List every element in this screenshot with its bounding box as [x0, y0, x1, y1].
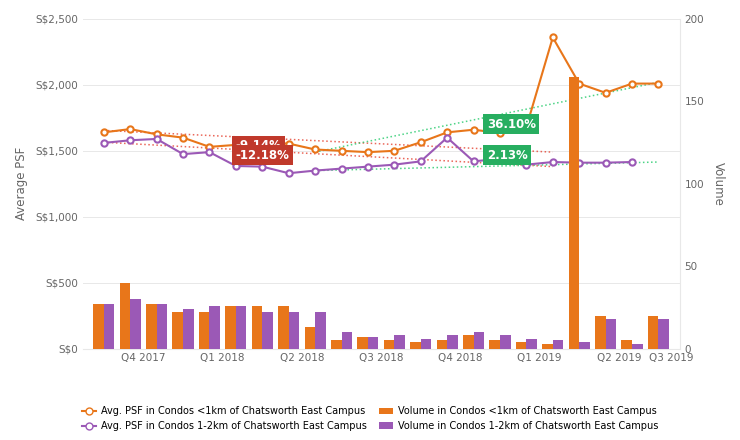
Bar — [278, 306, 289, 348]
Bar — [648, 315, 659, 348]
Bar — [357, 337, 368, 348]
Bar — [579, 342, 590, 348]
Text: 36.10%: 36.10% — [487, 118, 536, 131]
Bar — [489, 340, 500, 348]
Bar — [394, 335, 405, 348]
Bar — [209, 306, 220, 348]
Bar — [605, 319, 616, 348]
Bar — [526, 339, 537, 348]
Bar — [305, 327, 315, 348]
Bar — [500, 335, 511, 348]
Bar — [622, 340, 632, 348]
Bar — [262, 312, 273, 348]
Bar — [410, 342, 421, 348]
Bar — [183, 309, 194, 348]
Bar — [172, 312, 183, 348]
Bar — [516, 342, 526, 348]
Bar — [463, 335, 474, 348]
Bar — [632, 344, 642, 348]
Bar — [384, 340, 394, 348]
Bar — [421, 339, 431, 348]
Bar — [659, 319, 669, 348]
Bar — [104, 304, 115, 348]
Bar — [199, 312, 209, 348]
Bar — [157, 304, 167, 348]
Bar — [120, 282, 130, 348]
Bar — [93, 304, 104, 348]
Text: -12.18%: -12.18% — [236, 149, 290, 162]
Text: -9.14%: -9.14% — [236, 139, 282, 152]
Bar — [368, 337, 378, 348]
Bar — [331, 340, 341, 348]
Y-axis label: Average PSF: Average PSF — [15, 147, 28, 220]
Bar — [130, 299, 141, 348]
Bar — [474, 332, 484, 348]
Bar — [236, 306, 246, 348]
Bar — [146, 304, 157, 348]
Bar — [341, 332, 352, 348]
Bar — [225, 306, 236, 348]
Bar — [315, 312, 326, 348]
Bar — [542, 344, 553, 348]
Bar — [553, 340, 563, 348]
Y-axis label: Volume: Volume — [712, 162, 725, 206]
Legend: Avg. PSF in Condos <1km of Chatsworth East Campus, Avg. PSF in Condos 1-2km of C: Avg. PSF in Condos <1km of Chatsworth Ea… — [78, 403, 662, 435]
Bar — [252, 306, 262, 348]
Bar — [568, 77, 579, 348]
Bar — [437, 340, 447, 348]
Bar — [447, 335, 458, 348]
Bar — [595, 315, 605, 348]
Text: 2.13%: 2.13% — [487, 149, 528, 162]
Bar — [289, 312, 299, 348]
